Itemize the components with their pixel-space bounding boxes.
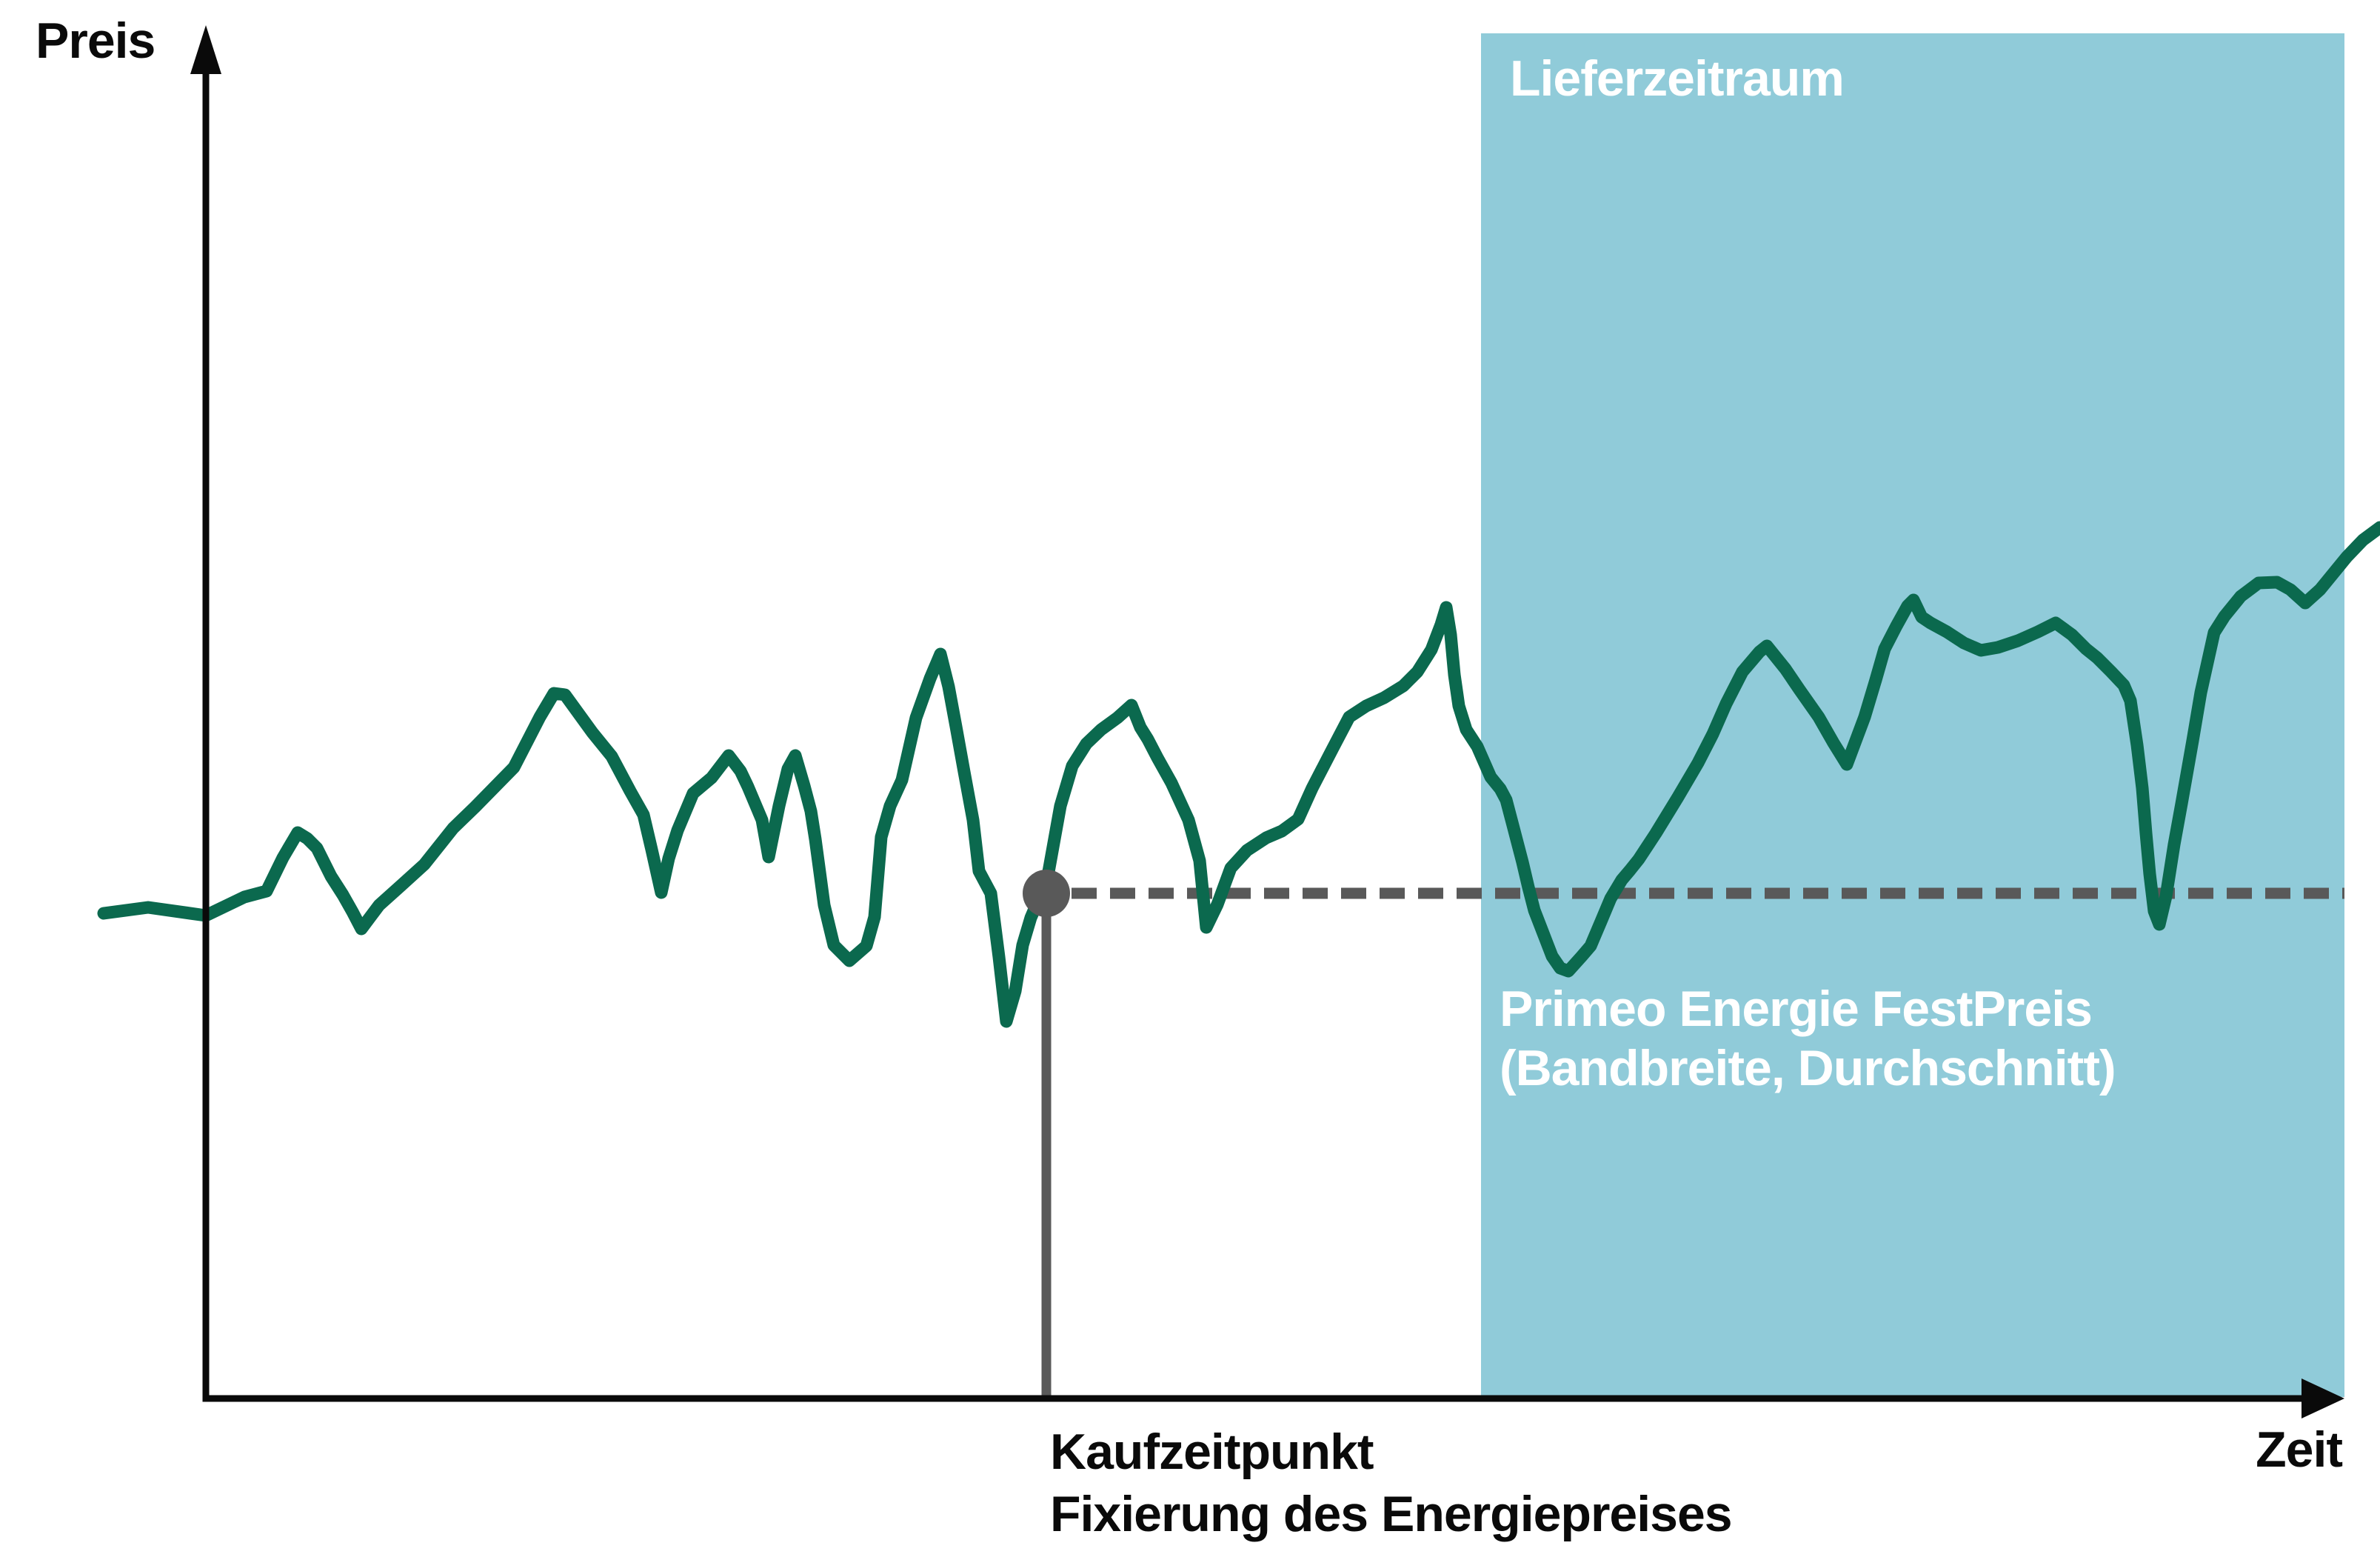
fixed-price-label-line1: Primeo Energie FestPreis bbox=[1500, 981, 2093, 1037]
purchase-time-label-line1: Kaufzeitpunkt bbox=[1050, 1424, 1374, 1480]
fixed-price-label: Primeo Energie FestPreis (Bandbreite, Du… bbox=[1500, 979, 2116, 1098]
x-axis-arrowhead-icon bbox=[2302, 1378, 2344, 1418]
delivery-period-label: Lieferzeitraum bbox=[1510, 50, 1845, 107]
fixed-price-label-line2: (Bandbreite, Durchschnitt) bbox=[1500, 1040, 2116, 1096]
y-axis-arrowhead-icon bbox=[190, 25, 221, 74]
purchase-point-marker bbox=[1023, 870, 1070, 917]
x-axis-label: Zeit bbox=[2256, 1421, 2343, 1478]
purchase-time-label: Kaufzeitpunkt Fixierung des Energiepreis… bbox=[1050, 1421, 1733, 1545]
purchase-time-label-line2: Fixierung des Energiepreises bbox=[1050, 1486, 1733, 1542]
y-axis-label: Preis bbox=[36, 13, 156, 69]
market-price-curve bbox=[97, 521, 2380, 1028]
